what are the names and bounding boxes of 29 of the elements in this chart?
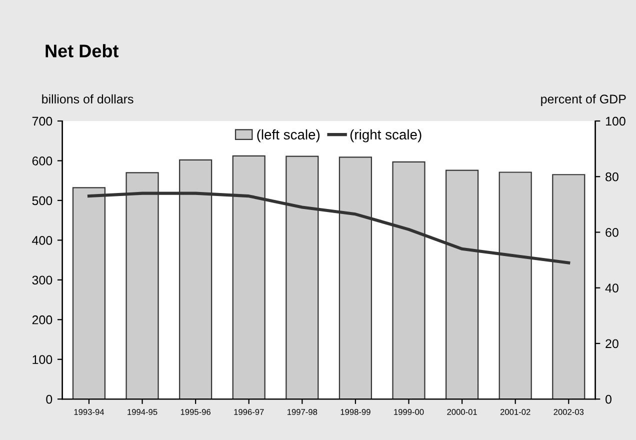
y-tick-label: 200 <box>32 315 52 324</box>
y2-tick-label: 20 <box>606 339 618 348</box>
x-tick-label: 1995-96 <box>180 409 210 415</box>
x-tick-label: 2000-01 <box>447 409 477 415</box>
x-tick-label: 1998-99 <box>340 409 370 415</box>
y-tick-label: 600 <box>32 156 52 166</box>
x-tick-label: 1994-95 <box>128 409 158 415</box>
y2-tick-label: 80 <box>606 172 618 182</box>
x-tick-label: 2001-02 <box>500 409 530 415</box>
y-tick-label: 400 <box>32 236 52 245</box>
legend-label: (right scale) <box>350 129 422 142</box>
y-tick-label: 100 <box>32 355 52 364</box>
y-tick-label: 500 <box>32 196 52 206</box>
y-tick-label: 300 <box>32 276 52 285</box>
x-tick-label: 1996-97 <box>234 409 264 415</box>
x-tick-label: 1997-98 <box>288 409 318 415</box>
y2-tick-label: 60 <box>606 228 618 237</box>
x-tick-label: 2002-03 <box>554 409 584 415</box>
y-axis-title: billions of dollars <box>42 94 134 104</box>
chart-title: Net Debt <box>46 44 119 58</box>
y2-tick-label: 40 <box>605 284 618 292</box>
x-tick-label: 1993-94 <box>74 409 104 415</box>
legend-label: (left scale) <box>257 129 320 142</box>
x-tick-label: 1999-00 <box>394 409 424 415</box>
y2-tick-label: 0 <box>606 394 612 404</box>
y2-tick-label: 100 <box>606 116 626 126</box>
y-tick-label: 700 <box>32 116 52 126</box>
y-tick-label: 0 <box>46 394 52 404</box>
y2-axis-title: percent of GDP <box>541 94 626 106</box>
